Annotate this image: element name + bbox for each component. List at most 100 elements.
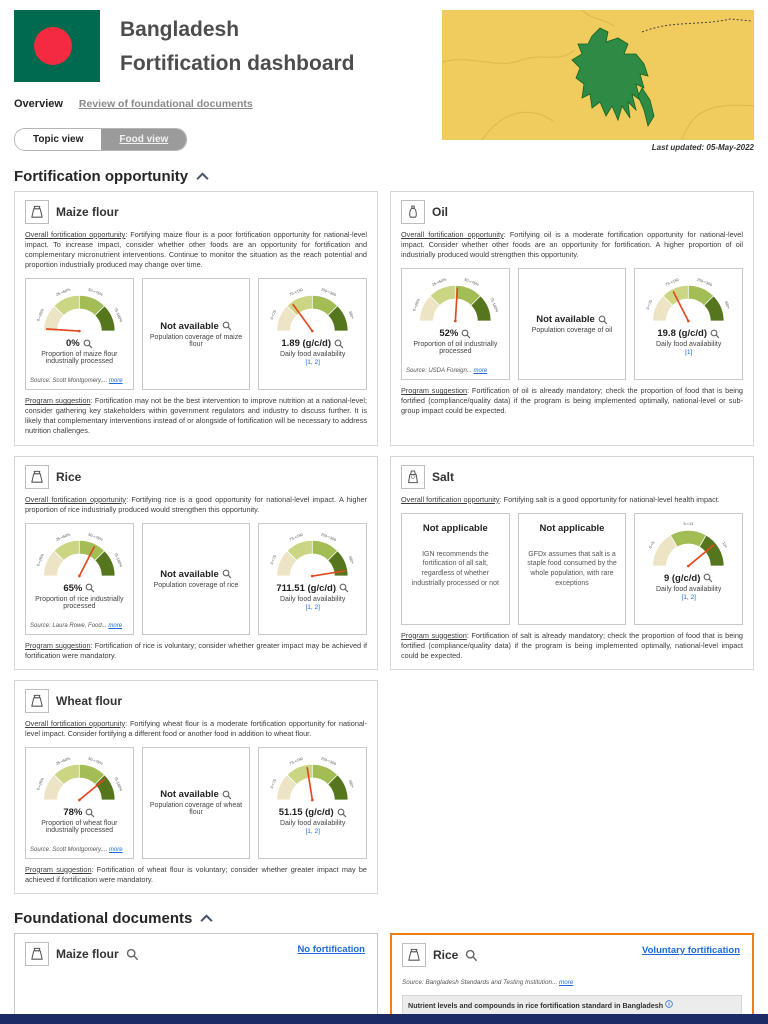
svg-text:75-100%: 75-100% bbox=[113, 552, 123, 568]
zoom-icon[interactable] bbox=[222, 569, 232, 579]
metric-value-text: 0% bbox=[65, 338, 80, 350]
svg-text:150-<300: 150-<300 bbox=[321, 756, 337, 766]
svg-text:75-<150: 75-<150 bbox=[289, 288, 303, 297]
more-link[interactable]: more bbox=[108, 378, 123, 385]
info-icon[interactable] bbox=[665, 1000, 673, 1010]
bangladesh-shape bbox=[571, 27, 649, 122]
opportunity-text-label: Overall fortification opportunity bbox=[25, 718, 126, 728]
flag-red-circle-icon bbox=[33, 27, 72, 65]
disputed-border-line bbox=[641, 18, 753, 33]
page-title: Fortification dashboard bbox=[120, 52, 355, 75]
metric-value-text: 51.15 (g/c/d) bbox=[278, 807, 334, 818]
collapse-chevron-icon[interactable] bbox=[195, 172, 210, 181]
zoom-icon[interactable] bbox=[598, 315, 608, 325]
food-header-wheat-flour: Wheat flour bbox=[25, 688, 367, 713]
svg-text:25-<50%: 25-<50% bbox=[55, 532, 71, 542]
svg-text:300+: 300+ bbox=[348, 311, 355, 321]
more-link[interactable]: more bbox=[108, 846, 123, 853]
country-name: Bangladesh bbox=[120, 18, 240, 41]
nutrient-table-header: Nutrient levels and compounds in rice fo… bbox=[402, 995, 742, 1014]
metric-caption: Daily food availability bbox=[279, 595, 346, 603]
zoom-icon[interactable] bbox=[85, 583, 95, 593]
source-line: Source: Scott Montgomery,... more bbox=[30, 378, 123, 385]
metric-caption: Daily food availability bbox=[279, 351, 346, 359]
not-available-text: Not available bbox=[160, 320, 219, 332]
doc-header-rice: Rice bbox=[402, 943, 742, 967]
metric-value: 78% bbox=[63, 807, 95, 818]
svg-text:13+: 13+ bbox=[722, 541, 729, 549]
source-line: Source: Laura Rowe, Food... more bbox=[30, 622, 123, 629]
main-tabs: Overview Review of foundational document… bbox=[14, 98, 430, 110]
metric-caption: Population coverage of wheat flour bbox=[149, 802, 243, 817]
svg-text:25-<50%: 25-<50% bbox=[55, 288, 71, 298]
tab-overview[interactable]: Overview bbox=[14, 98, 63, 110]
reference-links[interactable]: [1] bbox=[685, 349, 693, 357]
not-applicable-title: Not applicable bbox=[422, 522, 488, 534]
rice-icon bbox=[402, 943, 426, 967]
metric-value-text: 78% bbox=[63, 807, 83, 818]
not-available-text: Not available bbox=[160, 568, 219, 580]
gauge-chart: 0-<25% 25-<50% 50-<75% 75-100% bbox=[30, 753, 129, 806]
rice-icon bbox=[25, 464, 49, 489]
nutrient-table: Nutrient levels and compounds in rice fo… bbox=[402, 995, 742, 1014]
food-panel-oil: Oil Overall fortification opportunity: Fo… bbox=[390, 191, 754, 446]
zoom-icon[interactable] bbox=[222, 321, 232, 331]
reference-links[interactable]: [1, 2] bbox=[305, 828, 320, 835]
zoom-icon[interactable] bbox=[83, 339, 93, 349]
food-panel-wheat-flour: Wheat flour Overall fortification opportu… bbox=[14, 679, 378, 894]
tab-review-foundational-documents[interactable]: Review of foundational documents bbox=[78, 98, 253, 110]
not-applicable-title: Not applicable bbox=[539, 522, 605, 534]
reference-links[interactable]: [1, 2] bbox=[681, 593, 696, 601]
metric-row: 0-<25% 25-<50% 50-<75% 75-100% 78% Proportion… bbox=[25, 746, 368, 859]
food-panel-rice: Rice Overall fortification opportunity: F… bbox=[14, 455, 378, 670]
metric-card-not_available: Not available Population coverage of rice bbox=[141, 522, 251, 635]
not-applicable-body: IGN recommends the fortification of all … bbox=[411, 550, 499, 587]
bangladesh-map[interactable] bbox=[442, 10, 754, 140]
collapse-chevron-icon[interactable] bbox=[199, 914, 214, 923]
metric-card-industrially-processed: 0-<25% 25-<50% 50-<75% 75-100% 0% Proportion … bbox=[25, 278, 134, 391]
maize-flour-icon bbox=[25, 200, 49, 224]
svg-text:300+: 300+ bbox=[348, 779, 355, 789]
zoom-icon[interactable] bbox=[461, 329, 471, 339]
topic-view-button[interactable]: Topic view bbox=[15, 129, 102, 150]
zoom-icon[interactable] bbox=[222, 790, 232, 800]
food-view-button[interactable]: Food view bbox=[101, 129, 187, 150]
program-suggestion-text-label: Program suggestion bbox=[25, 864, 92, 874]
foundational-documents-panel: Maize flour No fortification Rice Volunt… bbox=[14, 933, 754, 1014]
zoom-icon[interactable] bbox=[126, 948, 139, 961]
more-link[interactable]: more bbox=[108, 622, 123, 629]
svg-text:50-<75%: 50-<75% bbox=[88, 756, 104, 766]
metric-row: 0-<25% 25-<50% 50-<75% 75-100% 0% Proportion … bbox=[25, 278, 368, 391]
fortification-status-link[interactable]: No fortification bbox=[297, 944, 365, 955]
metric-card-daily-availability: 0-<75 75-<150 150-<300 300+ 51.15 (g/c/d) Dai… bbox=[258, 746, 368, 859]
oil-icon bbox=[401, 200, 425, 224]
doc-card-maize-flour: Maize flour No fortification bbox=[14, 933, 378, 1014]
metric-card-not_available: Not available Population coverage of whea… bbox=[141, 746, 251, 859]
wheat-flour-icon bbox=[25, 688, 49, 713]
zoom-icon[interactable] bbox=[710, 329, 720, 339]
fortification-status-link[interactable]: Voluntary fortification bbox=[642, 945, 740, 956]
zoom-icon[interactable] bbox=[337, 808, 347, 818]
reference-links[interactable]: [1, 2] bbox=[305, 603, 320, 611]
more-link[interactable]: more bbox=[558, 979, 574, 986]
svg-text:75-<150: 75-<150 bbox=[289, 532, 303, 541]
metric-value-text: 19.8 (g/c/d) bbox=[657, 328, 707, 340]
zoom-icon[interactable] bbox=[85, 808, 95, 818]
zoom-icon[interactable] bbox=[339, 583, 349, 593]
reference-links[interactable]: [1, 2] bbox=[305, 359, 320, 367]
metric-caption: Proportion of wheat flour industrially p… bbox=[41, 820, 118, 834]
more-link[interactable]: more bbox=[473, 368, 488, 375]
zoom-icon[interactable] bbox=[465, 949, 478, 962]
program-suggestion-text: Program suggestion: Fortification may no… bbox=[25, 396, 367, 436]
doc-food-name: Rice bbox=[433, 948, 459, 962]
gauge-chart: 0-<5 5-<13 13+ bbox=[639, 519, 738, 572]
program-suggestion-text-label: Program suggestion bbox=[25, 396, 91, 406]
svg-text:50-<75%: 50-<75% bbox=[88, 532, 104, 542]
zoom-icon[interactable] bbox=[703, 573, 713, 583]
svg-text:0-<75: 0-<75 bbox=[646, 300, 653, 311]
program-suggestion-text-label: Program suggestion bbox=[401, 630, 467, 640]
zoom-icon[interactable] bbox=[334, 339, 344, 349]
opportunity-text: Overall fortification opportunity: Forti… bbox=[25, 494, 367, 514]
nutrient-table-header-row: Nutrient levels and compounds in rice fo… bbox=[402, 995, 742, 1014]
doc-food-name: Maize flour bbox=[56, 947, 119, 961]
